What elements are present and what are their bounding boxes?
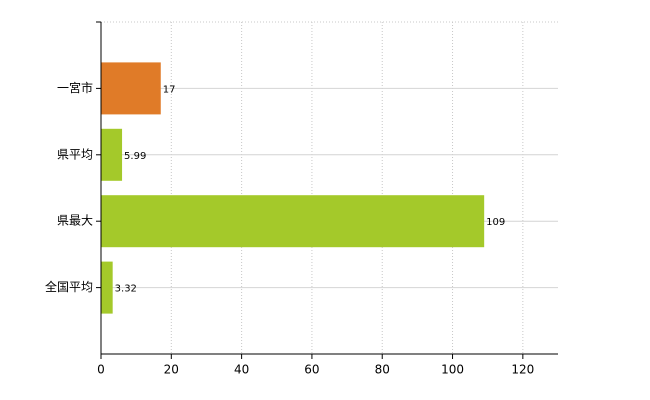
x-tick-label: 80 [375, 363, 390, 377]
y-tick-label: 全国平均 [45, 279, 93, 294]
value-label: 5.99 [124, 151, 146, 162]
bar [101, 128, 123, 181]
value-label: 3.32 [115, 284, 137, 295]
bar [101, 62, 161, 115]
bar [101, 195, 485, 248]
x-tick-label: 20 [164, 363, 179, 377]
value-label: 109 [486, 217, 505, 228]
x-tick-label: 100 [441, 363, 464, 377]
x-tick-label: 120 [511, 363, 534, 377]
x-tick-label: 60 [304, 363, 319, 377]
bar [101, 261, 113, 314]
value-label: 17 [163, 84, 176, 95]
y-tick-label: 県最大 [57, 214, 93, 228]
y-tick-label: 一宮市 [57, 80, 93, 95]
x-tick-label: 0 [97, 363, 105, 377]
y-tick-label: 県平均 [57, 147, 93, 161]
x-tick-label: 40 [234, 363, 249, 377]
